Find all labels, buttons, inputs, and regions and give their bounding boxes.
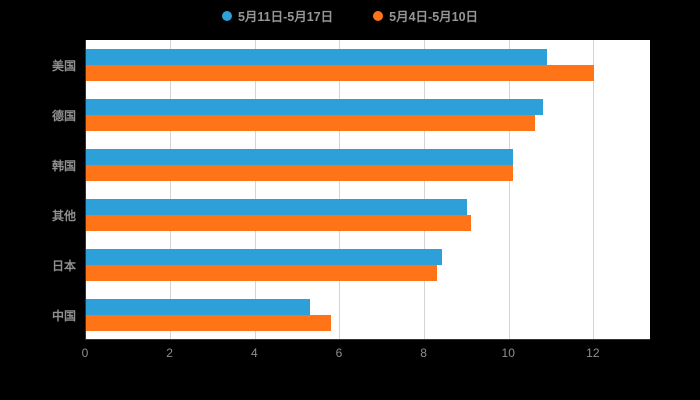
legend-marker-icon [221, 10, 232, 21]
legend-item-series1[interactable]: 5月11日-5月17日 [221, 6, 334, 25]
category-label: 美国 [51, 58, 76, 73]
category-label: 其他 [51, 208, 76, 223]
legend-marker-icon [373, 10, 384, 21]
category-label: 日本 [51, 258, 76, 273]
legend-label-series1: 5月11日-5月17日 [237, 10, 334, 24]
x-tick-label: 4 [250, 346, 258, 360]
x-tick-label: 10 [501, 346, 515, 360]
x-tick-label: 12 [586, 346, 600, 360]
bar-series2-3[interactable] [86, 165, 514, 181]
gridline [424, 40, 426, 339]
bar-series2-5[interactable] [86, 265, 438, 281]
legend: 5月11日-5月17日 5月4日-5月10日 [0, 6, 700, 25]
x-tick-label: 0 [81, 346, 89, 360]
gridline [339, 40, 341, 339]
bar-series2-4[interactable] [86, 215, 472, 231]
gridline [254, 40, 256, 339]
bar-series1-4[interactable] [86, 199, 467, 215]
bar-series1-3[interactable] [86, 149, 514, 165]
category-label: 韩国 [51, 158, 76, 173]
legend-label-series2: 5月4日-5月10日 [389, 10, 479, 24]
category-label: 德国 [51, 108, 76, 123]
legend-item-series2[interactable]: 5月4日-5月10日 [373, 6, 478, 25]
plot-area [85, 40, 650, 340]
gridline [508, 40, 510, 339]
x-tick-label: 8 [420, 346, 427, 360]
category-label: 中国 [51, 308, 76, 323]
x-tick-label: 6 [335, 346, 343, 360]
bar-series2-6[interactable] [86, 315, 332, 331]
bar-series1-2[interactable] [86, 99, 544, 115]
bar-series1-6[interactable] [86, 299, 311, 315]
bar-series1-1[interactable] [86, 49, 548, 65]
gridline [170, 40, 172, 339]
bar-series2-1[interactable] [86, 65, 594, 81]
bar-series2-2[interactable] [86, 115, 535, 131]
gridline [593, 40, 595, 339]
bar-series1-5[interactable] [86, 249, 442, 265]
x-tick-label: 2 [166, 346, 173, 360]
